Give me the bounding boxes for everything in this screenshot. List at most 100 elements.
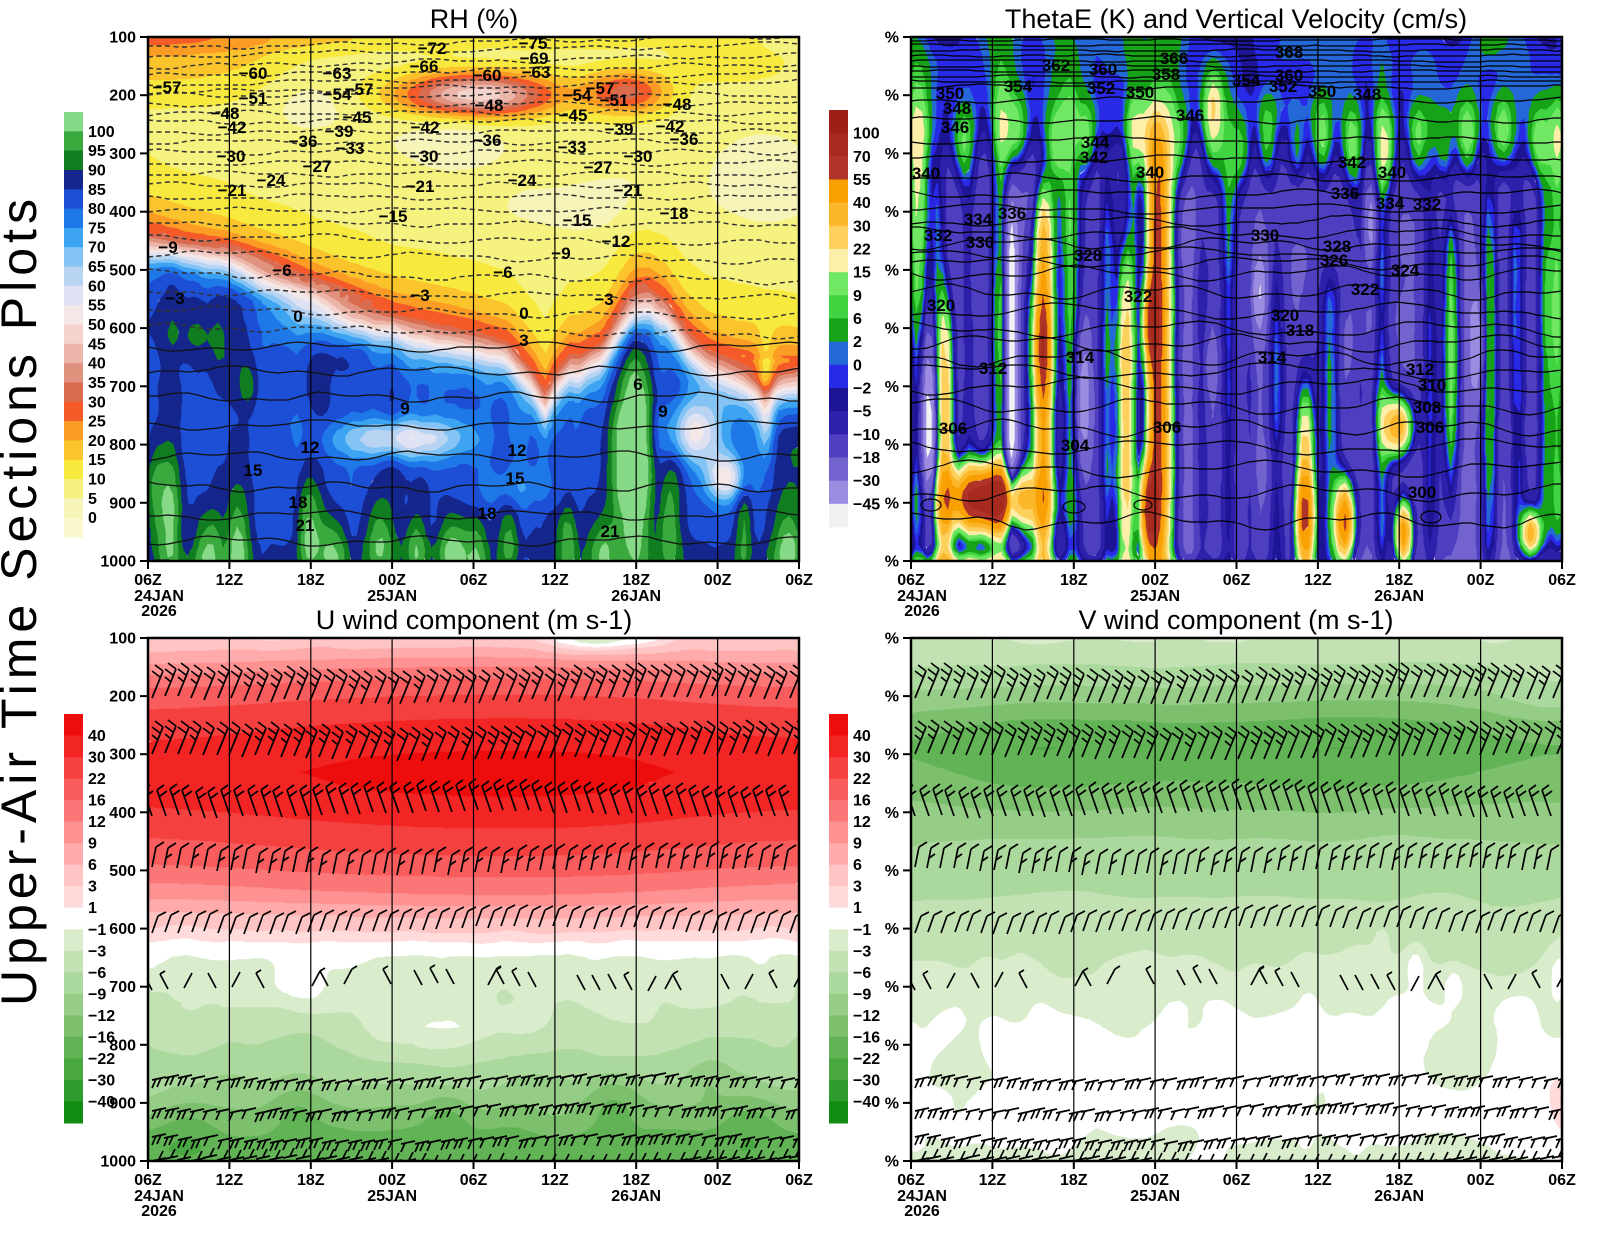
svg-text:−1: −1 [88, 922, 106, 939]
svg-text:−48: −48 [663, 95, 692, 114]
svg-text:−42: −42 [656, 117, 685, 136]
svg-text:348: 348 [1353, 85, 1381, 104]
svg-text:5: 5 [88, 491, 97, 508]
svg-text:00Z: 00Z [1141, 572, 1169, 589]
svg-text:700: 700 [109, 979, 136, 996]
svg-text:−33: −33 [336, 139, 365, 158]
svg-text:−3: −3 [165, 289, 184, 308]
svg-text:18Z: 18Z [1060, 572, 1088, 589]
svg-text:16: 16 [853, 793, 871, 810]
svg-text:−24: −24 [508, 171, 537, 190]
svg-text:12Z: 12Z [979, 572, 1007, 589]
svg-text:%: % [885, 379, 899, 396]
svg-text:900: 900 [109, 1095, 136, 1112]
svg-text:Upper-Air Time Sections Plots: Upper-Air Time Sections Plots [0, 194, 47, 1006]
svg-text:25JAN: 25JAN [367, 1188, 417, 1205]
svg-text:350: 350 [1126, 83, 1154, 102]
svg-text:15: 15 [506, 469, 525, 488]
svg-text:318: 318 [1286, 321, 1314, 340]
svg-text:00Z: 00Z [1467, 572, 1495, 589]
svg-text:70: 70 [853, 149, 871, 166]
svg-text:30: 30 [88, 750, 106, 767]
svg-text:1000: 1000 [100, 1154, 136, 1171]
svg-text:−5: −5 [853, 404, 871, 421]
svg-text:1: 1 [88, 900, 97, 917]
svg-text:326: 326 [1320, 251, 1348, 270]
svg-text:500: 500 [109, 262, 136, 279]
svg-text:346: 346 [941, 118, 969, 137]
svg-text:06Z: 06Z [1223, 1172, 1251, 1189]
svg-text:334: 334 [1376, 194, 1405, 213]
svg-text:ThetaE (K) and Vertical Veloci: ThetaE (K) and Vertical Velocity (cm/s) [1005, 4, 1467, 34]
svg-text:306: 306 [939, 419, 967, 438]
svg-text:06Z: 06Z [897, 572, 925, 589]
svg-text:346: 346 [1176, 106, 1204, 125]
svg-text:334: 334 [964, 210, 993, 229]
svg-text:−57: −57 [153, 78, 182, 97]
svg-text:%: % [885, 88, 899, 105]
svg-text:1: 1 [853, 900, 862, 917]
svg-text:16: 16 [88, 793, 106, 810]
svg-text:−42: −42 [411, 118, 440, 137]
svg-text:300: 300 [109, 747, 136, 764]
svg-text:%: % [885, 495, 899, 512]
svg-text:−75: −75 [519, 34, 548, 53]
svg-text:06Z: 06Z [460, 572, 488, 589]
svg-text:21: 21 [296, 516, 315, 535]
svg-text:06Z: 06Z [134, 572, 162, 589]
svg-text:2026: 2026 [141, 603, 177, 620]
svg-text:6: 6 [853, 857, 862, 874]
svg-text:22: 22 [853, 242, 871, 259]
svg-text:24JAN: 24JAN [134, 1188, 184, 1205]
svg-text:−48: −48 [211, 104, 240, 123]
svg-text:322: 322 [1351, 280, 1379, 299]
svg-text:%: % [885, 437, 899, 454]
svg-text:−6: −6 [853, 965, 871, 982]
svg-text:26JAN: 26JAN [1374, 588, 1424, 605]
svg-text:9: 9 [88, 836, 97, 853]
svg-text:%: % [885, 863, 899, 880]
svg-text:−9: −9 [88, 986, 106, 1003]
svg-text:12: 12 [88, 814, 106, 831]
svg-text:00Z: 00Z [1467, 1172, 1495, 1189]
svg-text:−30: −30 [217, 147, 246, 166]
svg-text:336: 336 [998, 204, 1026, 223]
svg-text:−36: −36 [473, 131, 502, 150]
svg-text:12: 12 [853, 814, 871, 831]
svg-text:0: 0 [519, 304, 528, 323]
svg-text:328: 328 [1323, 237, 1351, 256]
svg-text:10: 10 [88, 472, 106, 489]
svg-text:−30: −30 [88, 1072, 115, 1089]
svg-text:06Z: 06Z [897, 1172, 925, 1189]
svg-text:9: 9 [853, 288, 862, 305]
svg-text:9: 9 [853, 836, 862, 853]
svg-text:25JAN: 25JAN [1130, 1188, 1180, 1205]
svg-text:340: 340 [1136, 163, 1164, 182]
svg-text:6: 6 [633, 375, 642, 394]
svg-text:60: 60 [88, 278, 106, 295]
svg-text:308: 308 [1413, 398, 1441, 417]
svg-text:−40: −40 [853, 1094, 880, 1111]
svg-text:324: 324 [1391, 261, 1420, 280]
svg-text:50: 50 [88, 317, 106, 334]
svg-text:352: 352 [1269, 77, 1297, 96]
svg-text:40: 40 [88, 356, 106, 373]
svg-text:−45: −45 [559, 106, 588, 125]
svg-text:55: 55 [853, 172, 871, 189]
svg-text:342: 342 [1080, 148, 1108, 167]
svg-text:2: 2 [853, 334, 862, 351]
svg-text:12Z: 12Z [216, 572, 244, 589]
svg-text:344: 344 [1081, 133, 1110, 152]
svg-text:300: 300 [1408, 483, 1436, 502]
svg-text:304: 304 [1061, 436, 1090, 455]
svg-text:−9: −9 [551, 244, 570, 263]
svg-text:−12: −12 [88, 1008, 115, 1025]
svg-text:00Z: 00Z [1141, 1172, 1169, 1189]
svg-text:12Z: 12Z [979, 1172, 1007, 1189]
svg-text:600: 600 [109, 921, 136, 938]
svg-text:−24: −24 [257, 171, 286, 190]
svg-text:354: 354 [1004, 77, 1033, 96]
svg-text:24JAN: 24JAN [897, 588, 947, 605]
svg-text:18Z: 18Z [297, 1172, 325, 1189]
svg-text:330: 330 [966, 233, 994, 252]
